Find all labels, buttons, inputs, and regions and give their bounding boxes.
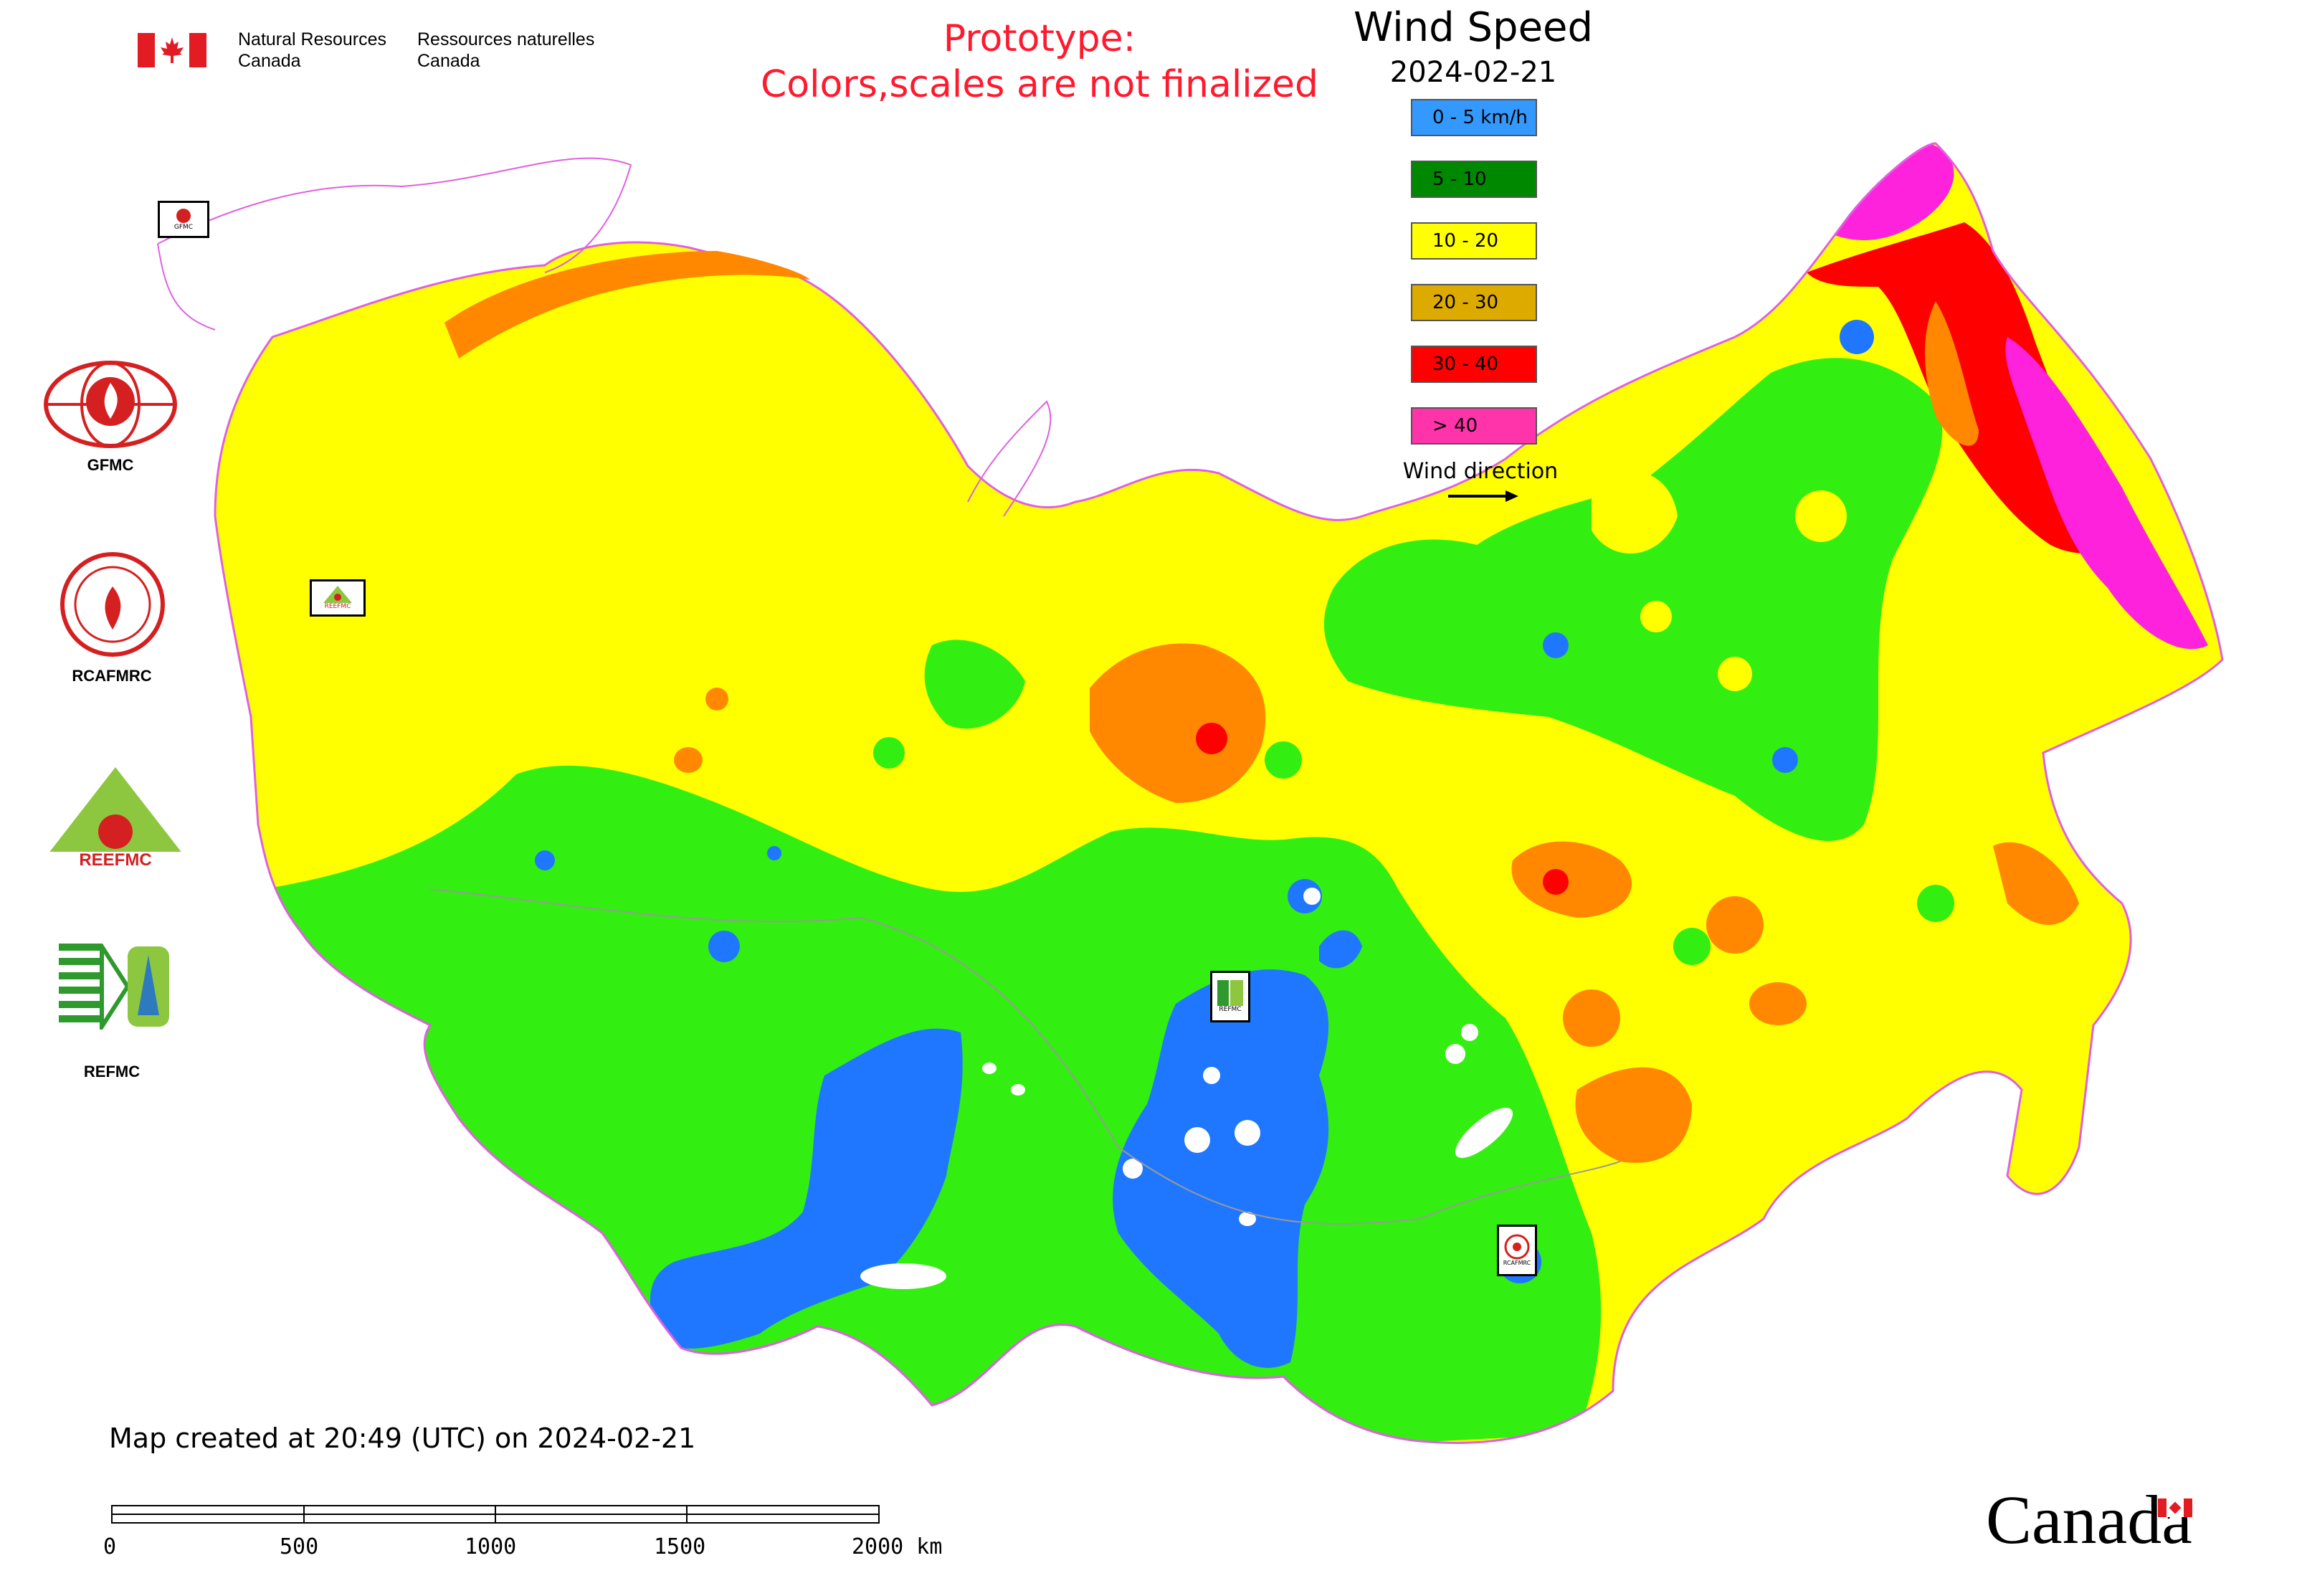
zone-calm-north: [1319, 930, 1362, 969]
zone-calm-dot: [1543, 632, 1569, 658]
zone-fresh-arctic: [444, 251, 810, 358]
zone-moderate-pocket: [1718, 657, 1752, 691]
org-name-en: Natural Resources Canada: [238, 29, 387, 71]
island-outline: [967, 400, 1052, 517]
zone-calm-dot: [708, 931, 740, 962]
zone-calm-central: [1113, 969, 1329, 1368]
lakes: [860, 888, 1513, 1289]
scale-bar: [111, 1505, 880, 1524]
map-marker-gfmc[interactable]: GFMC: [158, 201, 209, 238]
legend-item-gale: > 40: [1411, 407, 1537, 445]
map-marker-refmc[interactable]: REFMC: [1210, 971, 1250, 1022]
triangle-icon: [323, 586, 352, 603]
refmc-logo-icon: [59, 939, 171, 1035]
scale-label: 0: [103, 1534, 117, 1559]
legend-item-fresh: 20 - 30: [1411, 284, 1537, 321]
zone-gale-kamchatka: [2005, 337, 2208, 650]
zone-light-pocket: [924, 640, 1025, 729]
gfmc-logo-icon: [40, 358, 181, 452]
zone-strong-spot: [1543, 869, 1569, 895]
zone-calm-dot: [535, 850, 555, 870]
zone-light-northeast: [1323, 358, 1943, 841]
legend-item-light: 5 - 10: [1411, 161, 1537, 198]
zone-fresh-south: [1575, 1067, 1692, 1163]
reefmc-logo-icon: REEFMC: [40, 763, 191, 870]
map-marker-rcafmrc[interactable]: RCAFMRC: [1497, 1225, 1537, 1276]
svg-text:REEFMC: REEFMC: [79, 850, 151, 870]
scale-label: 1500: [654, 1534, 706, 1559]
internal-border: [429, 888, 1621, 1225]
zone-calm-dot: [1772, 747, 1798, 773]
zone-moderate-pocket: [1795, 490, 1847, 542]
zone-light-pocket: [1917, 885, 1954, 922]
legend-item-calm: 0 - 5 km/h: [1411, 99, 1537, 136]
zone-moderate-pocket: [1592, 470, 1678, 554]
zone-fresh-yamal: [1090, 643, 1266, 803]
zone-fresh-spot: [1706, 896, 1764, 954]
org-label-refmc: REFMC: [83, 1063, 141, 1080]
legend-title: Wind Speed: [1353, 4, 1594, 51]
legend-date: 2024-02-21: [1389, 56, 1557, 89]
zone-calm-dot: [767, 846, 781, 860]
scandinavia-outline: [157, 157, 632, 331]
zone-calm-dot: [1840, 320, 1874, 354]
wordmark-flag-icon: [2158, 1498, 2192, 1517]
scale-label: 500: [280, 1534, 319, 1559]
zone-fresh-east: [1511, 841, 1632, 918]
wind-direction-label: Wind direction: [1402, 459, 1559, 484]
map-created-text: Map created at 20:49 (UTC) on 2024-02-21: [109, 1422, 696, 1454]
flame-icon: [176, 209, 191, 223]
zone-light-pocket: [1673, 928, 1711, 965]
map-marker-reefmc[interactable]: REEFMC: [310, 579, 366, 617]
org-label-gfmc: GFMC: [87, 456, 134, 474]
scale-label: 1000: [465, 1534, 517, 1559]
rcafmrc-logo-icon: [59, 551, 166, 658]
zone-fresh-amur: [1993, 842, 2079, 925]
prototype-notice: Prototype: Colors,scales are not finaliz…: [760, 17, 1319, 106]
zone-fresh-spot: [1749, 982, 1807, 1025]
zone-moderate-pocket: [1640, 601, 1672, 632]
zone-strong-spot: [1196, 723, 1227, 754]
zone-fresh-okhotsk: [1925, 301, 1979, 446]
country-outline: [214, 142, 2224, 1444]
zone-fresh-spot: [674, 747, 703, 773]
scale-label: 2000 km: [852, 1534, 943, 1559]
org-label-rcafmrc: RCAFMRC: [72, 667, 152, 685]
zone-light-pocket: [1265, 741, 1302, 779]
canada-wordmark: Canada: [1986, 1481, 2192, 1558]
zone-fresh-spot: [1563, 989, 1620, 1047]
legend-item-moderate: 10 - 20: [1411, 222, 1537, 260]
round-seal-icon: [1504, 1234, 1530, 1260]
zone-fresh-spot: [705, 688, 728, 711]
org-name-fr: Ressources naturelles Canada: [417, 29, 595, 71]
canada-flag-icon: [138, 33, 206, 67]
legend-item-strong: 30 - 40: [1411, 346, 1537, 383]
sigma-tree-icon: [1217, 980, 1243, 1006]
wind-direction-arrow-icon: [1448, 490, 1518, 502]
zone-light-pocket: [873, 737, 905, 769]
